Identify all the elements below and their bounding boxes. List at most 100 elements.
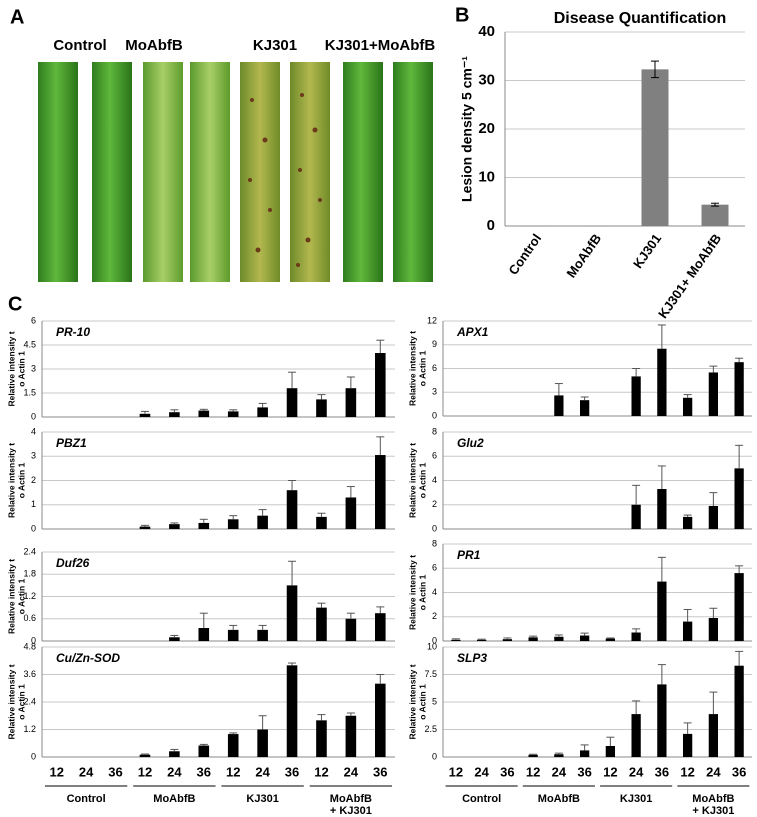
bar (139, 413, 151, 417)
y-tick-label: 6 (432, 363, 437, 373)
bar (345, 618, 357, 641)
bar (657, 488, 667, 529)
bar (708, 617, 719, 641)
error-bar (683, 514, 692, 517)
x-tick-label: 12 (314, 764, 328, 779)
photo (34, 58, 433, 284)
y-axis-label: o Actin 1 (417, 350, 427, 386)
error-bar (346, 712, 355, 716)
error-bar (258, 715, 267, 730)
y-axis-label: o Actin 1 (417, 462, 427, 498)
x-tick-label: 12 (49, 764, 63, 779)
y-tick-label: 0 (432, 635, 437, 645)
group-label: + KJ301 (692, 805, 734, 817)
panel-label: A (10, 6, 24, 28)
error-bar (229, 732, 238, 735)
error-bar (657, 465, 666, 489)
bar (257, 629, 268, 641)
bar (345, 715, 357, 757)
x-tick-label: 36 (197, 764, 211, 779)
x-tick-label: 24 (79, 764, 94, 779)
x-tick-label: 36 (285, 764, 299, 779)
error-bar (580, 744, 589, 751)
error-bar (229, 515, 238, 520)
error-bar (529, 753, 538, 755)
y-tick-label: 5 (432, 696, 437, 706)
error-bar (170, 522, 179, 525)
error-bar (554, 752, 563, 755)
error-bar (288, 480, 297, 491)
y-tick-label: 9 (432, 339, 437, 349)
bar (227, 734, 239, 757)
y-axis-label: o Actin 1 (417, 684, 427, 720)
error-bar (554, 634, 563, 637)
group-label: MoAbfB (538, 793, 580, 805)
bar (286, 585, 298, 641)
x-tick-label: 24 (255, 764, 270, 779)
bar (631, 714, 641, 757)
bar (374, 455, 386, 529)
y-tick-label: 4.8 (23, 641, 36, 651)
bar (682, 397, 693, 416)
group-label: Control (462, 793, 501, 805)
y-tick-label: 8 (432, 538, 437, 548)
bar (682, 733, 693, 757)
x-tick-label: 24 (629, 764, 644, 779)
x-tick-label: 36 (373, 764, 387, 779)
x-tick-label: 24 (706, 764, 721, 779)
error-bar (199, 743, 208, 746)
y-tick-label: 6 (432, 451, 437, 461)
x-tick-label: MoAbfB (563, 231, 604, 280)
error-bar (683, 394, 692, 398)
bar (286, 665, 298, 757)
error-bar (451, 638, 460, 640)
bar (528, 637, 538, 641)
bar (579, 750, 590, 757)
bar (374, 683, 386, 757)
bar (734, 362, 744, 416)
bar (631, 504, 641, 529)
chart-title: Cu/Zn-SOD (56, 651, 120, 665)
error-bar (229, 624, 238, 630)
error-bar (632, 368, 641, 377)
error-bar (170, 748, 179, 752)
bar (708, 372, 719, 416)
bar (345, 497, 357, 529)
x-tick-label: KJ301 (630, 231, 664, 271)
error-bar (346, 376, 355, 389)
error-bar (376, 606, 385, 614)
bar (374, 613, 386, 641)
y-tick-label: 40 (478, 23, 495, 40)
bar (554, 395, 564, 416)
error-bar (735, 565, 744, 574)
y-tick-label: 2.4 (23, 546, 36, 556)
error-bar (199, 408, 208, 411)
x-tick-label: 12 (603, 764, 617, 779)
group-label: Control (67, 793, 106, 805)
y-tick-label: 0 (487, 217, 495, 234)
y-axis-label: Lesion density 5 cm⁻¹ (459, 56, 475, 202)
y-tick-label: 2.4 (23, 696, 36, 706)
error-bar (503, 637, 512, 640)
x-tick-label: 12 (138, 764, 152, 779)
bar (605, 746, 616, 757)
photo-label: Control (53, 37, 106, 54)
bar (257, 407, 268, 417)
error-bar (711, 202, 719, 207)
error-bar (606, 736, 615, 746)
error-bar (376, 339, 385, 353)
bar (734, 665, 744, 757)
group-label: MoAbfB (153, 793, 195, 805)
bar (345, 388, 357, 417)
x-tick-label: 24 (474, 764, 489, 779)
y-axis-label: o Actin 1 (16, 351, 26, 387)
bar (198, 522, 210, 529)
y-tick-label: 1.8 (23, 569, 36, 579)
bar (657, 348, 667, 416)
y-tick-label: 0.6 (23, 613, 36, 623)
error-bar (170, 634, 179, 638)
error-bar (683, 608, 692, 622)
chart-title: SLP3 (457, 651, 487, 665)
bar (451, 639, 461, 641)
y-tick-label: 10 (427, 641, 437, 651)
